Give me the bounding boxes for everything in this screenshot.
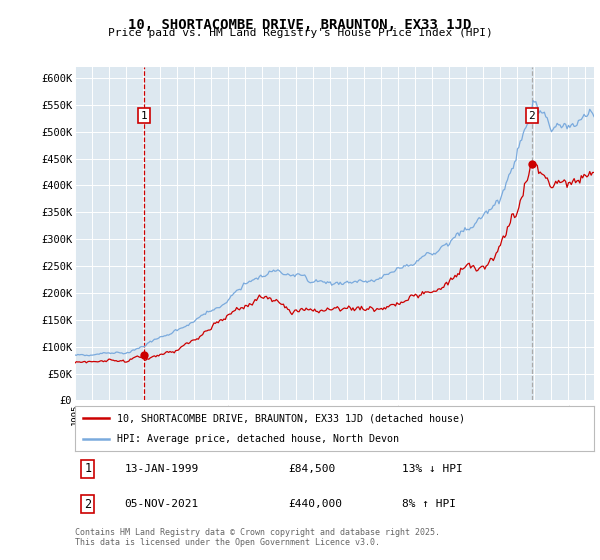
Text: 05-NOV-2021: 05-NOV-2021: [124, 499, 199, 509]
Text: 10, SHORTACOMBE DRIVE, BRAUNTON, EX33 1JD: 10, SHORTACOMBE DRIVE, BRAUNTON, EX33 1J…: [128, 18, 472, 32]
Text: £84,500: £84,500: [288, 464, 335, 474]
Text: 1: 1: [85, 463, 92, 475]
Text: Price paid vs. HM Land Registry's House Price Index (HPI): Price paid vs. HM Land Registry's House …: [107, 28, 493, 38]
Text: 1: 1: [140, 110, 147, 120]
Text: Contains HM Land Registry data © Crown copyright and database right 2025.
This d: Contains HM Land Registry data © Crown c…: [75, 528, 440, 547]
Text: 2: 2: [85, 497, 92, 511]
Text: £440,000: £440,000: [288, 499, 342, 509]
Text: 13-JAN-1999: 13-JAN-1999: [124, 464, 199, 474]
Text: 8% ↑ HPI: 8% ↑ HPI: [402, 499, 456, 509]
Text: 13% ↓ HPI: 13% ↓ HPI: [402, 464, 463, 474]
Text: 10, SHORTACOMBE DRIVE, BRAUNTON, EX33 1JD (detached house): 10, SHORTACOMBE DRIVE, BRAUNTON, EX33 1J…: [116, 413, 464, 423]
Text: HPI: Average price, detached house, North Devon: HPI: Average price, detached house, Nort…: [116, 433, 398, 444]
Text: 2: 2: [529, 110, 535, 120]
